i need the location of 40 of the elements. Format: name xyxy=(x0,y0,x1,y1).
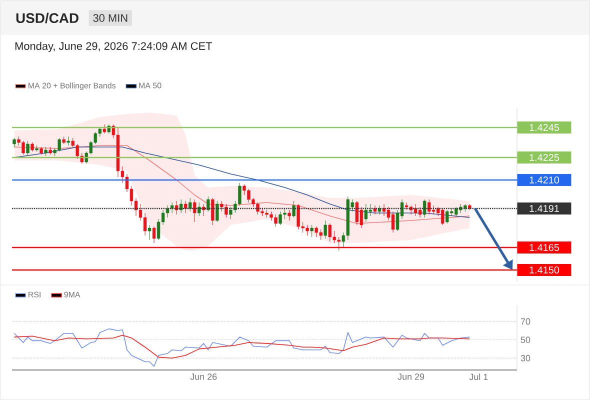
candlestick xyxy=(148,224,152,240)
x-tick-label: Jun 29 xyxy=(398,374,424,380)
text: Monday, June 29, 2026 7:24:09 AM CET xyxy=(15,42,212,52)
candlestick xyxy=(184,200,188,214)
candlestick xyxy=(292,200,296,218)
candlestick xyxy=(170,202,174,214)
candlestick xyxy=(355,200,359,226)
candlestick xyxy=(174,200,178,215)
line-series xyxy=(14,328,470,367)
ref-line-label: 1.4191 xyxy=(530,204,559,212)
candlestick xyxy=(310,224,314,238)
candlestick xyxy=(179,199,183,214)
ref-line-label: 1.4210 xyxy=(530,176,560,184)
chart-title: USD/CAD xyxy=(16,12,78,24)
y-tick-label: 30 xyxy=(520,354,530,362)
y-tick-label: 70 xyxy=(520,318,530,325)
candlestick xyxy=(422,199,426,218)
candlestick xyxy=(193,199,196,222)
ref-line-label: 1.4245 xyxy=(530,124,560,132)
chart-subtitle: 30 MIN xyxy=(93,14,128,22)
ref-line-label: 1.4225 xyxy=(530,154,560,162)
candlestick xyxy=(373,205,377,215)
ref-line-label: 1.4150 xyxy=(530,266,560,274)
candlestick xyxy=(418,206,422,218)
candlestick xyxy=(216,200,219,222)
x-tick-label: Jun 26 xyxy=(190,374,217,380)
candlestick xyxy=(378,205,382,215)
candlestick xyxy=(26,140,30,156)
line-series xyxy=(14,334,470,359)
candlestick xyxy=(152,226,156,244)
candlestick xyxy=(364,204,368,222)
ref-line-label: 1.4165 xyxy=(530,244,560,252)
candlestick xyxy=(188,198,192,212)
candlestick xyxy=(288,210,291,221)
candlestick xyxy=(206,196,210,212)
x-tick-label: Jul 1 xyxy=(469,374,488,380)
candlestick xyxy=(211,198,214,226)
candlestick xyxy=(324,220,327,239)
candlestick xyxy=(198,202,201,216)
y-tick-label: 50 xyxy=(520,336,530,343)
